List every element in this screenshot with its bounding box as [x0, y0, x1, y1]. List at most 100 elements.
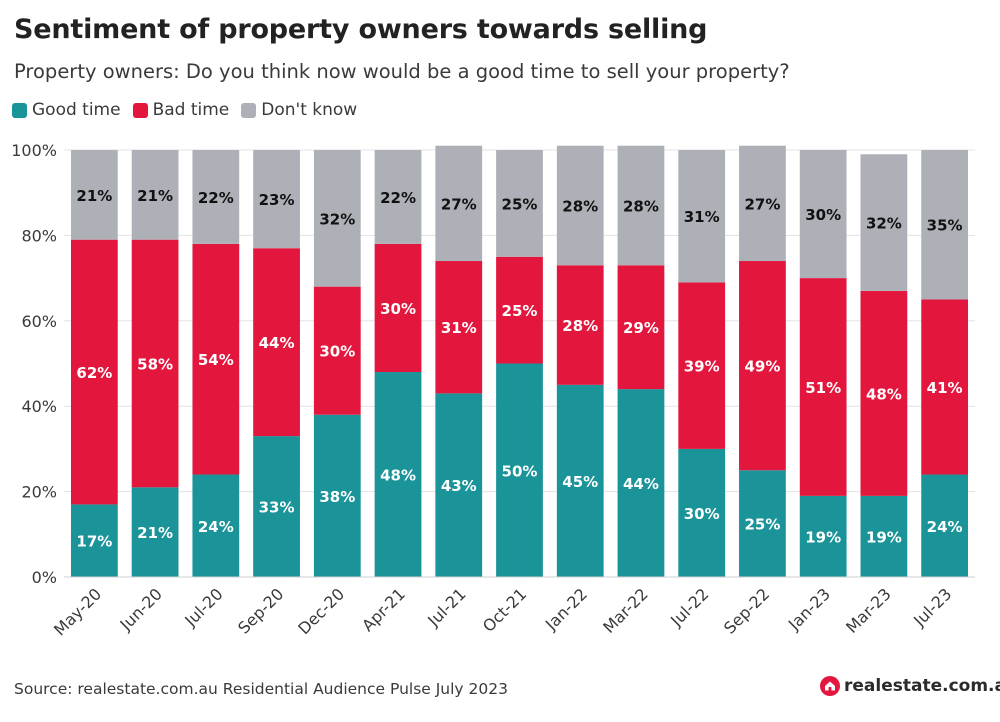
bar-segment	[921, 474, 969, 577]
legend-item-bad-time: Bad time	[132, 100, 230, 120]
legend-swatch-good-time	[12, 102, 27, 118]
data-label: 29%	[623, 319, 659, 337]
bar-segment	[131, 150, 179, 240]
data-label: 22%	[198, 189, 234, 207]
data-label: 30%	[684, 505, 720, 523]
chart-subtitle: Property owners: Do you think now would …	[14, 60, 790, 83]
legend-label-dont-know: Don't know	[261, 100, 358, 120]
legend-swatch-dont-know	[241, 102, 257, 118]
data-label: 25%	[502, 195, 538, 213]
bar-segment	[496, 363, 543, 577]
x-tick-label: Jan-23	[784, 584, 834, 634]
data-label: 62%	[76, 364, 112, 382]
bar-segment	[921, 299, 969, 475]
x-tick-label: Apr-21	[358, 584, 409, 635]
data-label: 24%	[927, 518, 963, 536]
data-label: 49%	[744, 358, 780, 376]
legend-item-good-time: Good time	[12, 100, 121, 120]
data-label: 44%	[259, 334, 295, 352]
legend-label-bad-time: Bad time	[152, 100, 230, 120]
data-label: 32%	[319, 210, 355, 228]
bar-segment	[617, 265, 665, 390]
x-tick-label: Jul-21	[423, 584, 469, 630]
y-tick-label: 100%	[11, 141, 57, 160]
bar-segment	[313, 150, 361, 287]
bar-segment	[556, 265, 604, 385]
data-label: 28%	[562, 317, 598, 335]
y-tick-label: 60%	[21, 312, 57, 331]
house-logo-icon	[820, 676, 840, 696]
bar-segment	[678, 150, 726, 283]
data-label: 21%	[137, 187, 173, 205]
bar-segment	[739, 470, 786, 577]
bar-segment	[374, 150, 422, 244]
bar-segment	[313, 414, 361, 577]
data-label: 17%	[76, 533, 112, 551]
bar-segment	[192, 243, 240, 475]
bar-segment	[799, 495, 847, 577]
x-tick-label: May-20	[50, 584, 105, 639]
x-tick-label: Jul-23	[909, 584, 955, 630]
data-label: 30%	[805, 206, 841, 224]
bar-segment	[739, 145, 786, 262]
y-tick-label: 80%	[21, 226, 57, 245]
x-tick-label: Mar-23	[842, 584, 895, 637]
x-tick-label: Mar-22	[599, 584, 652, 637]
bar-segment	[556, 384, 604, 577]
bar-segment	[739, 261, 786, 471]
bar-segment	[617, 389, 665, 577]
data-label: 45%	[562, 473, 598, 491]
data-label: 28%	[623, 198, 659, 216]
bar-segment	[70, 239, 118, 505]
bar-segment	[860, 290, 908, 496]
data-label: 23%	[259, 191, 295, 209]
bar-segment	[860, 154, 908, 291]
bar-segment	[435, 145, 483, 262]
data-label: 24%	[198, 518, 234, 536]
bar-segment	[253, 436, 300, 577]
bar-segment	[678, 448, 726, 577]
bar-segment	[192, 150, 240, 244]
brand-logo: realestate.com.au	[820, 676, 1000, 696]
bar-segment	[192, 474, 240, 577]
data-label: 31%	[684, 208, 720, 226]
x-tick-label: Dec-20	[294, 584, 348, 638]
bar-segment	[374, 372, 422, 577]
brand-name: realestate.com.au	[844, 676, 1000, 696]
x-tick-label: Jun-20	[116, 584, 166, 634]
bar-segment	[374, 243, 422, 373]
data-label: 27%	[441, 195, 477, 213]
bar-segment	[313, 286, 361, 415]
data-label: 38%	[319, 488, 355, 506]
bar-segment	[496, 150, 543, 257]
bar-segment	[253, 248, 300, 437]
x-tick-label: Jan-22	[541, 584, 591, 634]
bar-segment	[435, 393, 483, 577]
bar-segment	[435, 261, 483, 394]
data-label: 35%	[927, 217, 963, 235]
data-label: 50%	[502, 462, 538, 480]
data-label: 28%	[562, 198, 598, 216]
data-label: 25%	[502, 302, 538, 320]
data-label: 31%	[441, 319, 477, 337]
bar-segment	[70, 504, 118, 577]
y-tick-label: 0%	[32, 568, 57, 587]
bar-segment	[131, 487, 179, 577]
data-label: 21%	[137, 524, 173, 542]
x-tick-label: Sep-20	[234, 584, 287, 637]
data-label: 48%	[866, 385, 902, 403]
bar-segment	[496, 256, 543, 364]
data-label: 22%	[380, 189, 416, 207]
y-tick-label: 20%	[21, 483, 57, 502]
bar-segment	[131, 239, 179, 488]
bar-segment	[617, 145, 665, 266]
data-label: 48%	[380, 467, 416, 485]
bar-segment	[921, 150, 969, 300]
x-tick-label: Jul-22	[666, 584, 712, 630]
data-label: 54%	[198, 351, 234, 369]
bar-segment	[556, 145, 604, 266]
data-label: 19%	[866, 528, 902, 546]
bar-segment	[253, 150, 300, 249]
x-tick-label: Jul-20	[180, 584, 226, 630]
data-label: 25%	[744, 516, 780, 534]
